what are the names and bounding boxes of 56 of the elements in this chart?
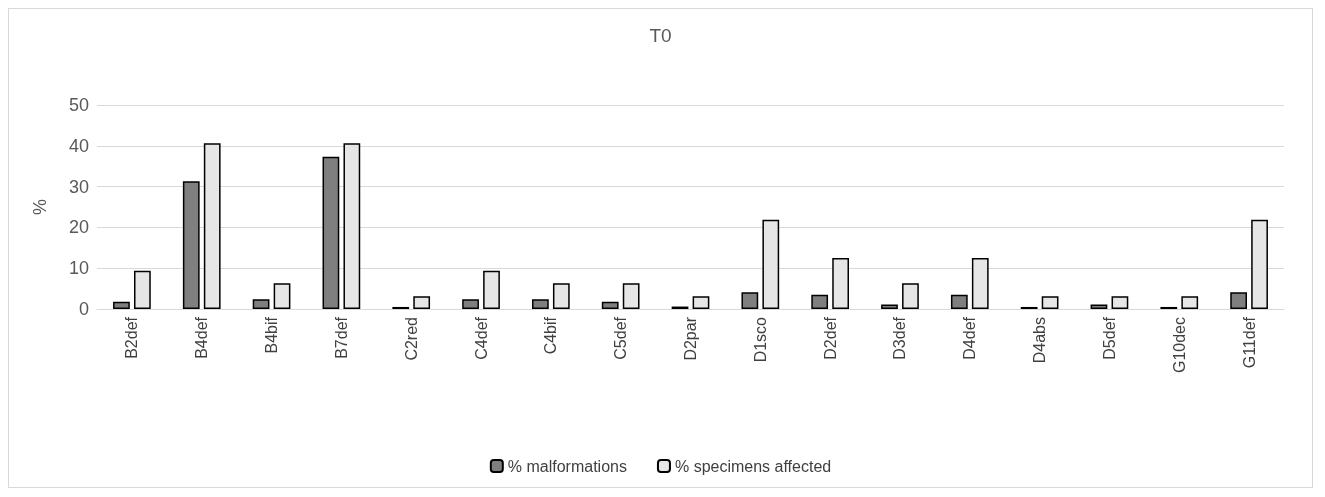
y-axis-title: % [30, 198, 50, 216]
bar [552, 283, 570, 309]
bar [971, 258, 989, 309]
bar [881, 304, 898, 309]
bar [601, 301, 619, 309]
bar [413, 296, 431, 309]
bar [343, 143, 361, 309]
y-tick-label: 0 [78, 299, 89, 319]
bar [134, 270, 151, 309]
y-tick-label: 20 [68, 217, 89, 238]
bar [741, 292, 759, 309]
x-tick-label: C4bif [542, 316, 560, 355]
x-tick-label: B7def [332, 316, 350, 359]
x-tick-label: G10dec [1170, 317, 1188, 374]
bar [1181, 296, 1199, 309]
x-tick-label: D2par [682, 316, 699, 361]
y-tick-label: 50 [68, 95, 89, 115]
y-tick-label: 10 [68, 258, 89, 279]
x-tick-label: C4def [472, 316, 490, 360]
legend-label: % malformations [507, 457, 627, 475]
x-tick-label: C2red [402, 317, 420, 361]
bar [902, 283, 919, 309]
y-tick-label: 30 [68, 176, 89, 197]
bar [1111, 296, 1129, 309]
x-tick-label: B4def [193, 316, 211, 359]
x-tick-label: B4bif [263, 316, 281, 354]
bar [483, 270, 500, 309]
x-tick-label: D1sco [751, 316, 769, 363]
bar [203, 143, 221, 309]
bar [762, 219, 780, 309]
x-tick-label: D2def [821, 316, 839, 360]
bar [252, 299, 270, 309]
bar [811, 294, 829, 309]
bar [462, 299, 479, 309]
bar [622, 283, 640, 309]
bar [113, 301, 130, 309]
bar [1041, 296, 1059, 309]
x-tick-label: C5def [612, 316, 630, 360]
bar [950, 294, 968, 309]
bar [532, 299, 549, 309]
bar [832, 258, 849, 309]
bar [273, 283, 291, 309]
x-tick-label: D4abs [1031, 317, 1049, 364]
x-tick-label: B2def [123, 316, 141, 359]
x-tick-label: G11def [1240, 316, 1258, 369]
x-tick-label: D4def [961, 316, 979, 360]
legend-label: % specimens affected [674, 457, 832, 475]
bar [1230, 292, 1247, 309]
bar [182, 181, 200, 309]
bar [1251, 219, 1268, 309]
chart-title: T0 [649, 25, 672, 46]
y-tick-label: 40 [68, 135, 89, 156]
bar [322, 156, 340, 309]
bar [692, 296, 710, 309]
x-tick-label: D3def [891, 316, 909, 360]
x-tick-label: D5def [1100, 316, 1118, 360]
